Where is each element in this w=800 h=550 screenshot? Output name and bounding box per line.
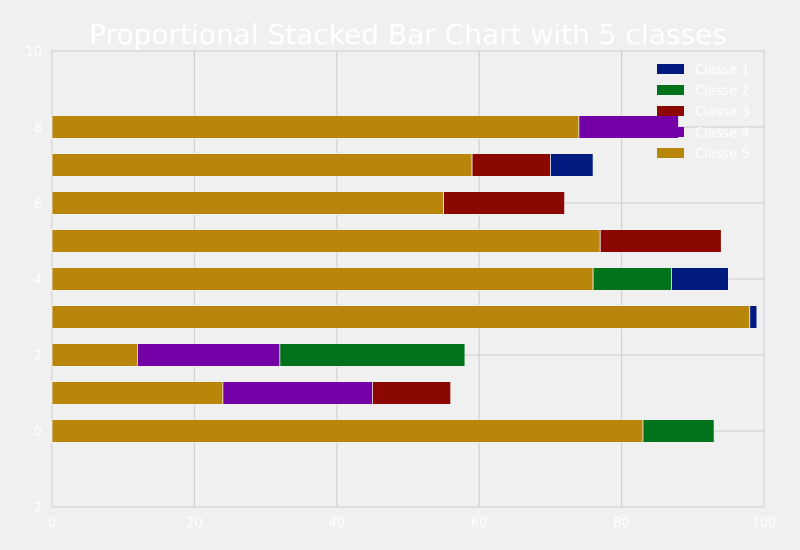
bar-segment-classe-2 bbox=[642, 419, 715, 443]
x-tick-label: 20 bbox=[186, 516, 203, 531]
legend-swatch bbox=[657, 148, 684, 158]
legend-label: Classe 2 bbox=[695, 84, 750, 99]
bar-segment-classe-5 bbox=[51, 115, 580, 139]
bar-segment-classe-5 bbox=[51, 343, 138, 367]
bar-segment-classe-1 bbox=[749, 305, 758, 329]
y-tick-label: 8 bbox=[34, 121, 42, 136]
x-tick-labels: 0 20 40 60 80 100 bbox=[48, 516, 777, 531]
bar-segment-classe-5 bbox=[51, 305, 751, 329]
y-tick-label: 0 bbox=[34, 425, 42, 440]
bar-segment-classe-1 bbox=[671, 267, 729, 291]
bar-segment-classe-5 bbox=[51, 381, 224, 405]
bar-segment-classe-2 bbox=[279, 343, 466, 367]
y-tick-label: 4 bbox=[34, 273, 42, 288]
legend-swatch bbox=[657, 106, 684, 116]
bar-segment-classe-5 bbox=[51, 267, 594, 291]
bar-segment-classe-5 bbox=[51, 153, 473, 177]
bar-segment-classe-3 bbox=[443, 191, 566, 215]
legend-label: Classe 4 bbox=[695, 126, 750, 141]
legend-label: Classe 3 bbox=[695, 105, 750, 120]
x-tick-label: 0 bbox=[48, 516, 56, 531]
chart-title: Proportional Stacked Bar Chart with 5 cl… bbox=[89, 18, 727, 51]
x-tick-label: 80 bbox=[613, 516, 630, 531]
bar-segment-classe-5 bbox=[51, 229, 601, 253]
legend: Classe 1 Classe 2 Classe 3 Classe 4 Classe 5 bbox=[657, 63, 750, 162]
y-tick-label: 10 bbox=[25, 45, 42, 60]
legend-swatch bbox=[657, 64, 684, 74]
bars bbox=[51, 115, 758, 443]
bar-segment-classe-1 bbox=[550, 153, 594, 177]
legend-swatch bbox=[657, 127, 684, 137]
y-tick-label: -2 bbox=[29, 501, 42, 516]
x-tick-label: 100 bbox=[752, 516, 777, 531]
bar-segment-classe-2 bbox=[592, 267, 672, 291]
bar-segment-classe-3 bbox=[471, 153, 551, 177]
bar-segment-classe-3 bbox=[371, 381, 452, 405]
x-tick-label: 60 bbox=[471, 516, 488, 531]
y-tick-label: 2 bbox=[34, 349, 42, 364]
y-tick-label: 6 bbox=[34, 197, 42, 212]
bar-segment-classe-4 bbox=[222, 381, 373, 405]
bar-segment-classe-4 bbox=[137, 343, 281, 367]
y-tick-labels: -2 0 2 4 6 8 10 bbox=[25, 45, 42, 516]
bar-segment-classe-5 bbox=[51, 191, 445, 215]
x-tick-label: 40 bbox=[329, 516, 346, 531]
bar-segment-classe-3 bbox=[599, 229, 722, 253]
legend-swatch bbox=[657, 85, 684, 95]
legend-label: Classe 1 bbox=[695, 63, 750, 78]
bar-segment-classe-5 bbox=[51, 419, 644, 443]
legend-label: Classe 5 bbox=[695, 147, 750, 162]
